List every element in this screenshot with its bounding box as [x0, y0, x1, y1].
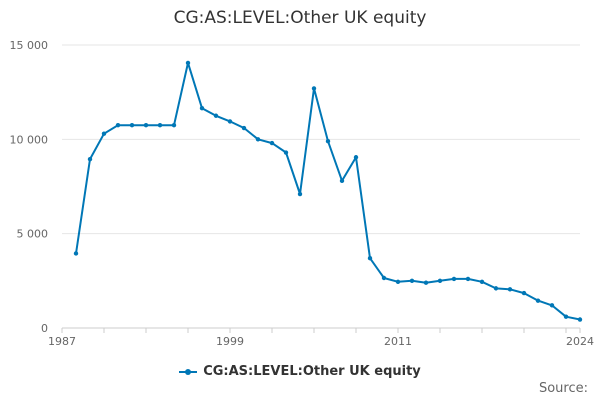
data-point[interactable]: [213, 113, 219, 118]
data-point[interactable]: [563, 314, 569, 319]
data-point[interactable]: [507, 287, 513, 292]
source-label: Source:: [538, 381, 588, 396]
x-tick-label: 1999: [216, 335, 244, 348]
data-point[interactable]: [129, 122, 135, 128]
data-point[interactable]: [297, 191, 303, 197]
data-point[interactable]: [451, 276, 457, 282]
y-tick-label: 10 000: [10, 133, 49, 146]
data-point[interactable]: [437, 278, 443, 284]
data-point[interactable]: [241, 125, 247, 131]
grid-lines: [62, 44, 580, 329]
data-point[interactable]: [353, 155, 359, 160]
data-point[interactable]: [423, 280, 429, 285]
data-point[interactable]: [535, 298, 541, 303]
data-point[interactable]: [325, 139, 331, 144]
data-point[interactable]: [101, 131, 107, 136]
data-point[interactable]: [409, 278, 415, 284]
data-point[interactable]: [87, 156, 93, 162]
data-point[interactable]: [199, 106, 205, 111]
x-axis: 1987 1999 2011 2024: [48, 328, 594, 348]
data-points: [73, 60, 583, 322]
data-point[interactable]: [479, 279, 485, 284]
data-point[interactable]: [577, 317, 583, 322]
data-point[interactable]: [255, 137, 261, 142]
x-tick-label: 1987: [48, 335, 76, 348]
chart-title: CG:AS:LEVEL:Other UK equity: [173, 8, 427, 28]
series-line: [75, 61, 581, 321]
y-tick-label: 15 000: [10, 39, 49, 52]
data-point[interactable]: [185, 60, 191, 66]
data-point[interactable]: [269, 140, 275, 146]
data-point[interactable]: [521, 290, 527, 296]
data-point[interactable]: [283, 150, 289, 155]
data-point[interactable]: [493, 286, 499, 291]
data-point[interactable]: [157, 122, 163, 128]
y-tick-label: 5 000: [17, 228, 49, 241]
y-tick-label: 0: [41, 322, 48, 335]
data-point[interactable]: [465, 276, 471, 282]
x-tick-label: 2024: [566, 335, 594, 348]
data-point[interactable]: [227, 119, 233, 124]
data-point[interactable]: [311, 86, 317, 91]
data-point[interactable]: [115, 122, 121, 128]
legend-label: CG:AS:LEVEL:Other UK equity: [203, 364, 421, 379]
data-point[interactable]: [549, 303, 555, 308]
data-point[interactable]: [381, 275, 387, 281]
data-point[interactable]: [395, 279, 401, 284]
data-point[interactable]: [171, 122, 177, 128]
data-point[interactable]: [73, 251, 79, 256]
data-point[interactable]: [143, 122, 149, 128]
data-point[interactable]: [339, 178, 345, 184]
y-axis: 0 5 000 10 000 15 000: [10, 39, 49, 335]
legend[interactable]: CG:AS:LEVEL:Other UK equity: [0, 364, 600, 379]
legend-swatch: [179, 367, 198, 377]
x-tick-label: 2011: [384, 335, 412, 348]
data-point[interactable]: [367, 255, 373, 261]
